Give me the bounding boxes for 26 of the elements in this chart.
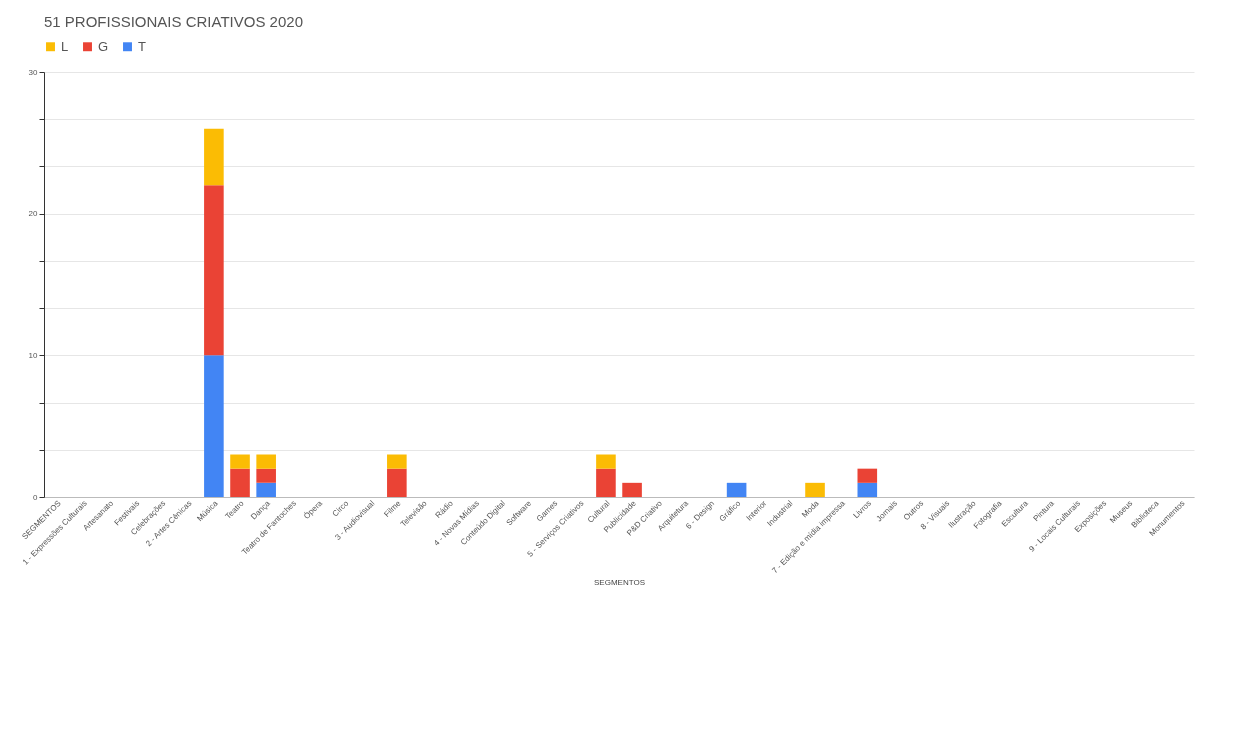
- y-tick-label: 0: [33, 492, 39, 502]
- x-axis-title: SEGMENTOS: [594, 578, 645, 588]
- bar: [387, 454, 407, 469]
- bar: [622, 482, 642, 497]
- bar: [204, 355, 224, 497]
- bar: [596, 454, 616, 469]
- bar: [387, 468, 407, 497]
- bar: [805, 482, 825, 497]
- bar: [204, 128, 224, 186]
- bar: [256, 454, 276, 469]
- bar: [256, 468, 276, 483]
- legend-label: T: [138, 38, 146, 54]
- legend-label: G: [98, 38, 109, 54]
- y-tick-label: 30: [28, 67, 39, 77]
- bar: [596, 468, 616, 497]
- bar: [857, 482, 878, 497]
- legend-label: L: [61, 38, 69, 54]
- y-tick-label: 10: [28, 350, 39, 360]
- bar: [230, 454, 250, 469]
- bar: [256, 482, 276, 497]
- chart-title: 51 PROFISSIONAIS CRIATIVOS 2020: [44, 13, 303, 30]
- bar: [230, 468, 250, 497]
- bar: [857, 468, 878, 483]
- bar: [204, 185, 224, 356]
- y-tick-label: 20: [28, 209, 39, 219]
- bar: [726, 482, 747, 497]
